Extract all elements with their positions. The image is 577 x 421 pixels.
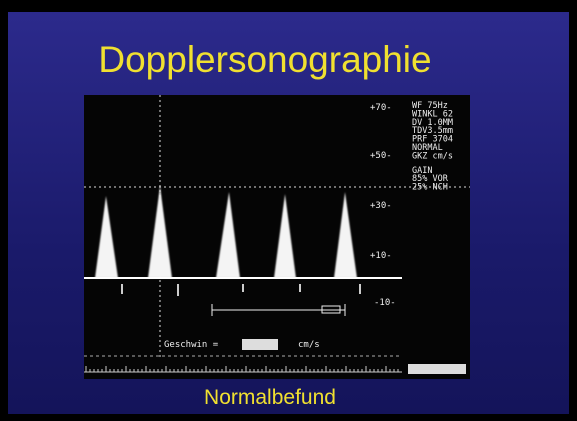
scale-label: +50-: [370, 151, 392, 161]
setting-line: GKZ cm/s: [412, 151, 453, 161]
scale-label: +10-: [370, 251, 392, 261]
velocity-label: Geschwin =: [164, 340, 219, 350]
caption: Normalbefund: [204, 386, 336, 409]
velocity-unit: cm/s: [298, 340, 320, 350]
scale-label: +30-: [370, 201, 392, 211]
slide: Dopplersonographie +70- +50-: [0, 0, 577, 421]
velocity-value-box: [242, 339, 278, 350]
scale-label: -10-: [374, 298, 396, 308]
status-box: [408, 364, 466, 374]
slide-title: Dopplersonographie: [98, 39, 431, 80]
scale-label: +70-: [370, 103, 392, 113]
setting-line: 25% NCH: [412, 183, 448, 193]
